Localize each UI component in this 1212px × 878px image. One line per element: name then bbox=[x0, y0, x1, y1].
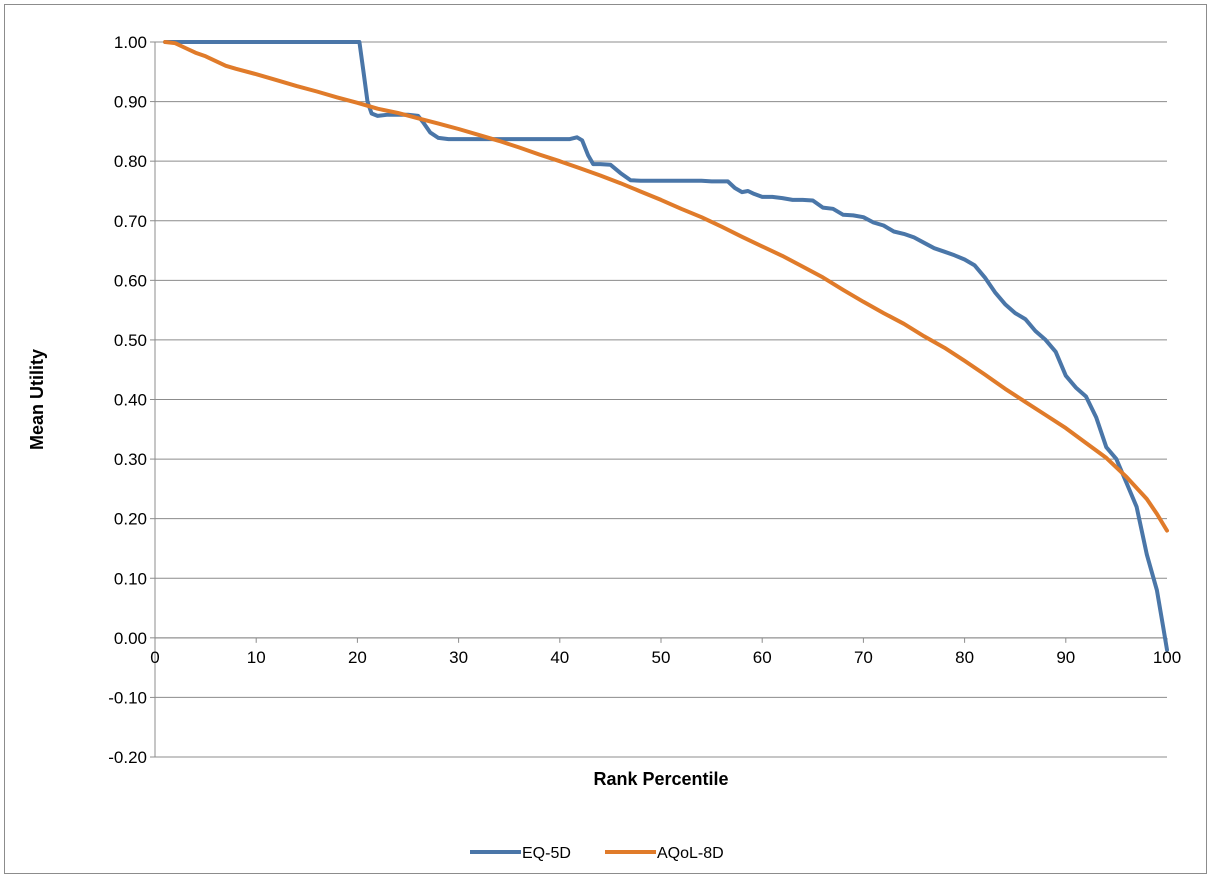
chart-frame: 1.00 0.90 0.80 0.70 0.60 0.50 0.40 0.30 0.20 0.10… bbox=[4, 4, 1207, 874]
x-tick-label: 0 bbox=[150, 648, 159, 667]
x-tick-label: 10 bbox=[247, 648, 266, 667]
y-tick-label: 0.30 bbox=[114, 450, 147, 469]
x-tick-label: 90 bbox=[1056, 648, 1075, 667]
y-tick-label: -0.10 bbox=[108, 688, 147, 707]
y-tick-label: 0.20 bbox=[114, 510, 147, 529]
x-tick-label: 40 bbox=[550, 648, 569, 667]
y-tick-label: 0.70 bbox=[114, 212, 147, 231]
x-tick-label: 30 bbox=[449, 648, 468, 667]
x-tick-label: 80 bbox=[955, 648, 974, 667]
x-tick-label: 100 bbox=[1153, 648, 1181, 667]
y-tick-label: 0.40 bbox=[114, 391, 147, 410]
legend-label-eq5d: EQ-5D bbox=[522, 845, 571, 862]
x-tick-label: 20 bbox=[348, 648, 367, 667]
y-axis-title: Mean Utility bbox=[27, 349, 47, 450]
y-tick-label: 0.90 bbox=[114, 93, 147, 112]
series-line-aqol8d bbox=[163, 40, 1169, 533]
y-tick-label: 0.50 bbox=[114, 331, 147, 350]
y-tick-label: 0.60 bbox=[114, 271, 147, 290]
series-line-eq5d bbox=[163, 40, 1169, 652]
y-tick-label: 0.00 bbox=[114, 629, 147, 648]
y-tick-label: 0.10 bbox=[114, 569, 147, 588]
series-lines bbox=[163, 40, 1169, 652]
y-tick-label: -0.20 bbox=[108, 748, 147, 767]
line-chart: 1.00 0.90 0.80 0.70 0.60 0.50 0.40 0.30 0.20 0.10… bbox=[27, 33, 1181, 862]
legend: EQ-5D AQoL-8D bbox=[470, 845, 724, 862]
x-tick-label: 60 bbox=[753, 648, 772, 667]
x-tick-label: 70 bbox=[854, 648, 873, 667]
tick-labels: 1.00 0.90 0.80 0.70 0.60 0.50 0.40 0.30 0.20 0.10… bbox=[108, 33, 1181, 767]
y-tick-label: 1.00 bbox=[114, 33, 147, 52]
y-tick-label: 0.80 bbox=[114, 152, 147, 171]
x-axis-title: Rank Percentile bbox=[593, 769, 728, 789]
legend-label-aqol8d: AQoL-8D bbox=[657, 845, 724, 862]
x-tick-label: 50 bbox=[652, 648, 671, 667]
